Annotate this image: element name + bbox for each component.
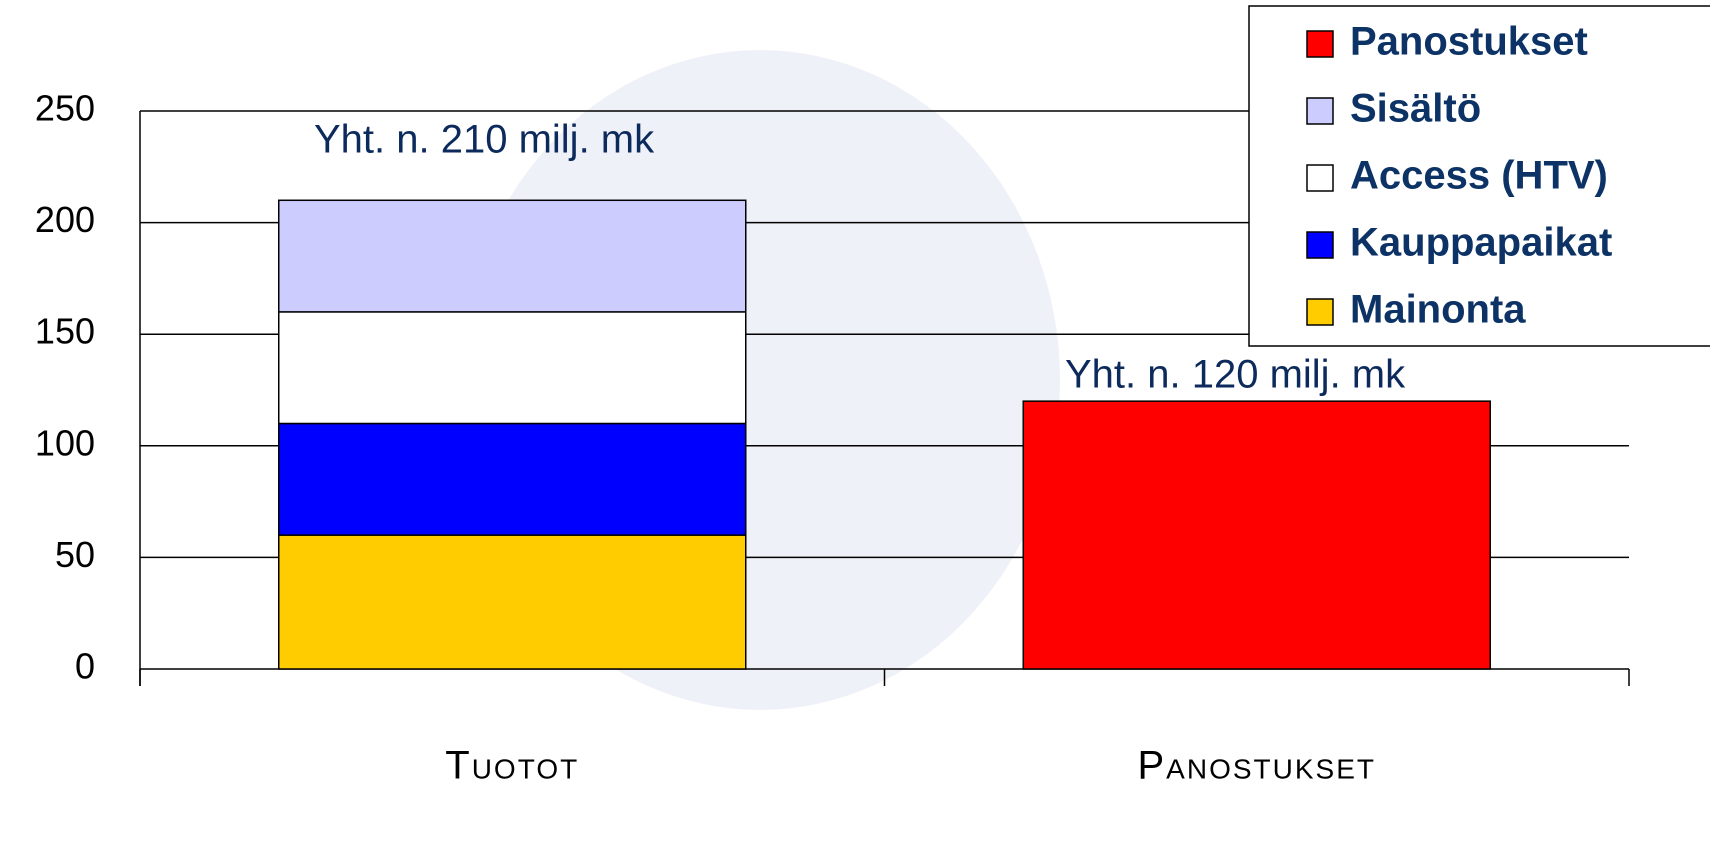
- y-tick-label: 0: [75, 646, 95, 687]
- y-tick-label: 200: [35, 199, 95, 240]
- legend-swatch: [1306, 164, 1334, 192]
- legend-label: Panostukset: [1350, 20, 1588, 64]
- legend-swatch: [1306, 298, 1334, 326]
- legend-swatch: [1306, 30, 1334, 58]
- x-tick-label: Tuotot: [445, 744, 579, 788]
- y-tick-label: 100: [35, 422, 95, 463]
- legend-label: Sisältö: [1350, 87, 1481, 131]
- bar-segment: [1022, 400, 1491, 670]
- legend-label: Mainonta: [1350, 288, 1526, 332]
- annotation: Yht. n. 210 milj. mk: [314, 118, 655, 162]
- y-tick-label: 250: [35, 88, 95, 129]
- bar-segment: [278, 311, 747, 425]
- legend-label: Access (HTV): [1350, 154, 1608, 198]
- bar-segment: [278, 534, 747, 670]
- x-tick-label: Panostukset: [1138, 744, 1377, 788]
- bar-segment: [278, 199, 747, 313]
- y-tick-label: 50: [55, 534, 95, 575]
- y-tick-label: 150: [35, 311, 95, 352]
- bar-segment: [278, 422, 747, 536]
- legend-swatch: [1306, 97, 1334, 125]
- annotation: Yht. n. 120 milj. mk: [1065, 353, 1406, 397]
- legend-swatch: [1306, 231, 1334, 259]
- legend-label: Kauppapaikat: [1350, 221, 1612, 265]
